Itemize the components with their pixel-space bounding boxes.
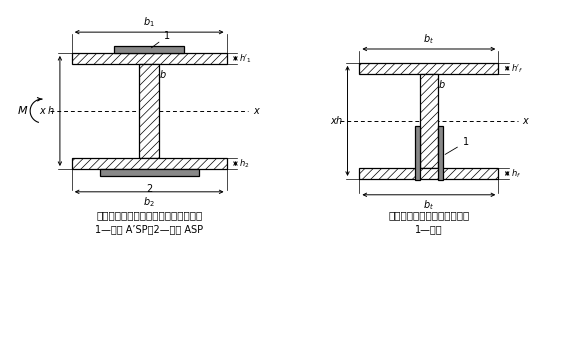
Text: 2: 2 bbox=[146, 184, 153, 194]
Text: b: b bbox=[438, 80, 445, 90]
Text: $b_t$: $b_t$ bbox=[423, 32, 434, 46]
Bar bbox=[72, 158, 227, 169]
Text: 1—粘钢 A’SP；2—粘钢 ASP: 1—粘钢 A’SP；2—粘钢 ASP bbox=[95, 224, 203, 235]
Bar bbox=[100, 169, 199, 176]
Text: $h'_1$: $h'_1$ bbox=[240, 52, 252, 65]
Text: $b_1$: $b_1$ bbox=[143, 15, 155, 29]
Bar bbox=[360, 168, 498, 179]
Text: x: x bbox=[522, 116, 528, 126]
Bar bbox=[114, 46, 184, 53]
Text: x: x bbox=[39, 106, 45, 116]
Bar bbox=[139, 64, 159, 158]
Text: $h_f$: $h_f$ bbox=[511, 167, 521, 180]
Text: h: h bbox=[335, 116, 342, 126]
Text: 工字形截面构件正截面受弯承载力计算: 工字形截面构件正截面受弯承载力计算 bbox=[96, 211, 202, 221]
Text: x: x bbox=[253, 106, 259, 116]
Text: $h_2$: $h_2$ bbox=[240, 157, 250, 170]
Text: 1: 1 bbox=[445, 137, 469, 154]
Text: x: x bbox=[330, 116, 336, 126]
Text: M: M bbox=[17, 106, 27, 116]
Text: $b_2$: $b_2$ bbox=[143, 195, 155, 209]
Text: $b_t$: $b_t$ bbox=[423, 198, 434, 212]
Bar bbox=[360, 63, 498, 74]
Text: 1: 1 bbox=[151, 31, 170, 48]
Text: 1—粘钢: 1—粘钢 bbox=[415, 224, 443, 235]
Text: 工字形截面构件受剪加固计算: 工字形截面构件受剪加固计算 bbox=[388, 211, 469, 221]
Bar bbox=[415, 126, 420, 180]
Text: b: b bbox=[160, 70, 166, 80]
Bar bbox=[420, 74, 438, 168]
Bar bbox=[438, 126, 443, 180]
Text: h: h bbox=[48, 106, 54, 116]
Text: $h'_f$: $h'_f$ bbox=[511, 62, 524, 75]
Bar bbox=[72, 53, 227, 64]
